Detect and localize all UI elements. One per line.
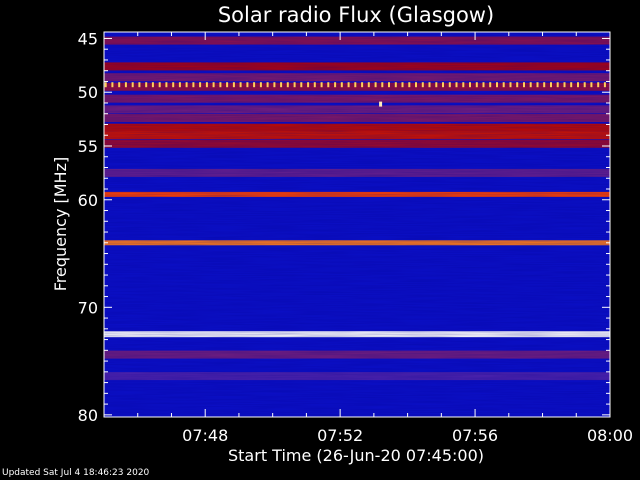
periodic-burst xyxy=(394,82,397,88)
periodic-burst xyxy=(327,82,330,88)
periodic-burst xyxy=(550,82,552,88)
periodic-burst xyxy=(151,82,154,88)
periodic-burst xyxy=(556,82,559,88)
x-tick-label: 07:48 xyxy=(182,426,228,445)
periodic-burst xyxy=(118,82,121,88)
periodic-burst xyxy=(334,82,337,88)
periodic-burst xyxy=(475,82,478,88)
plot-area xyxy=(103,31,611,418)
plot-frame xyxy=(103,31,611,418)
periodic-burst xyxy=(158,82,161,88)
periodic-burst xyxy=(172,82,175,88)
periodic-burst xyxy=(603,82,606,88)
periodic-burst xyxy=(415,82,417,88)
periodic-burst xyxy=(482,82,485,88)
x-axis-ticks: 07:48 07:52 07:56 08:00 xyxy=(137,32,633,445)
periodic-burst xyxy=(145,82,148,88)
periodic-burst xyxy=(192,82,195,88)
periodic-burst xyxy=(340,82,343,88)
periodic-burst xyxy=(226,82,229,88)
periodic-burst xyxy=(543,82,546,88)
periodic-burst xyxy=(489,82,492,88)
y-tick-label: 80 xyxy=(78,406,98,425)
y-tick-label: 60 xyxy=(78,191,98,210)
periodic-burst xyxy=(293,82,296,88)
periodic-burst xyxy=(232,82,235,88)
periodic-burst xyxy=(280,82,283,88)
background-noise xyxy=(104,32,610,417)
periodic-burst xyxy=(239,82,242,88)
periodic-burst xyxy=(577,82,579,88)
periodic-burst xyxy=(590,82,593,88)
periodic-burst xyxy=(354,82,357,88)
y-tick-label: 50 xyxy=(78,83,98,102)
periodic-burst xyxy=(570,82,573,88)
periodic-burst xyxy=(266,82,269,88)
periodic-burst xyxy=(124,82,127,88)
x-tick-label: 07:56 xyxy=(452,426,498,445)
periodic-burst xyxy=(138,82,141,88)
y-axis-ticks: 45 50 55 60 70 80 xyxy=(78,29,610,425)
periodic-burst xyxy=(523,82,525,88)
periodic-burst xyxy=(597,82,600,88)
x-tick-label: 08:00 xyxy=(587,426,633,445)
periodic-burst xyxy=(253,82,256,88)
periodic-burst xyxy=(313,82,316,88)
periodic-burst xyxy=(442,82,444,88)
periodic-burst xyxy=(307,82,310,88)
periodic-burst xyxy=(300,82,303,88)
periodic-burst xyxy=(361,82,364,88)
periodic-burst xyxy=(516,82,519,88)
periodic-burst xyxy=(496,82,498,88)
periodic-burst xyxy=(388,82,390,88)
y-tick-label: 55 xyxy=(78,137,98,156)
periodic-burst xyxy=(374,82,377,88)
periodic-burst xyxy=(448,82,451,88)
x-tick-label: 07:52 xyxy=(317,426,363,445)
periodic-burst xyxy=(205,82,208,88)
periodic-burst xyxy=(563,82,566,88)
chart-title: Solar radio Flux (Glasgow) xyxy=(218,3,494,27)
periodic-burst xyxy=(165,82,168,88)
y-tick-label: 70 xyxy=(78,298,98,317)
periodic-burst xyxy=(273,82,276,88)
y-tick-label: 45 xyxy=(78,29,98,48)
periodic-burst xyxy=(131,82,134,88)
periodic-burst xyxy=(219,82,222,88)
periodic-burst xyxy=(462,82,465,88)
periodic-burst xyxy=(529,82,532,88)
periodic-burst xyxy=(286,82,289,88)
periodic-burst xyxy=(502,82,505,88)
isolated-burst xyxy=(379,101,383,107)
periodic-burst xyxy=(111,82,114,88)
x-axis-label: Start Time (26-Jun-20 07:45:00) xyxy=(228,446,484,465)
periodic-burst xyxy=(401,82,404,88)
update-timestamp: Updated Sat Jul 4 18:46:23 2020 xyxy=(2,468,150,478)
periodic-burst xyxy=(246,82,249,88)
periodic-burst xyxy=(583,82,586,88)
periodic-burst xyxy=(104,82,107,88)
periodic-burst xyxy=(320,82,323,88)
periodic-burst xyxy=(435,82,438,88)
periodic-burst xyxy=(185,82,188,88)
periodic-burst xyxy=(536,82,539,88)
burst-markers xyxy=(104,82,606,107)
periodic-burst xyxy=(469,82,471,88)
periodic-burst xyxy=(347,82,350,88)
periodic-burst xyxy=(428,82,431,88)
periodic-burst xyxy=(212,82,215,88)
periodic-burst xyxy=(381,82,384,88)
periodic-burst xyxy=(455,82,458,88)
periodic-burst xyxy=(178,82,181,88)
periodic-burst xyxy=(509,82,512,88)
periodic-burst xyxy=(408,82,411,88)
periodic-burst xyxy=(259,82,262,88)
y-axis-label: Frequency [MHz] xyxy=(51,157,70,291)
periodic-burst xyxy=(367,82,370,88)
periodic-burst xyxy=(199,82,202,88)
periodic-burst xyxy=(421,82,424,88)
